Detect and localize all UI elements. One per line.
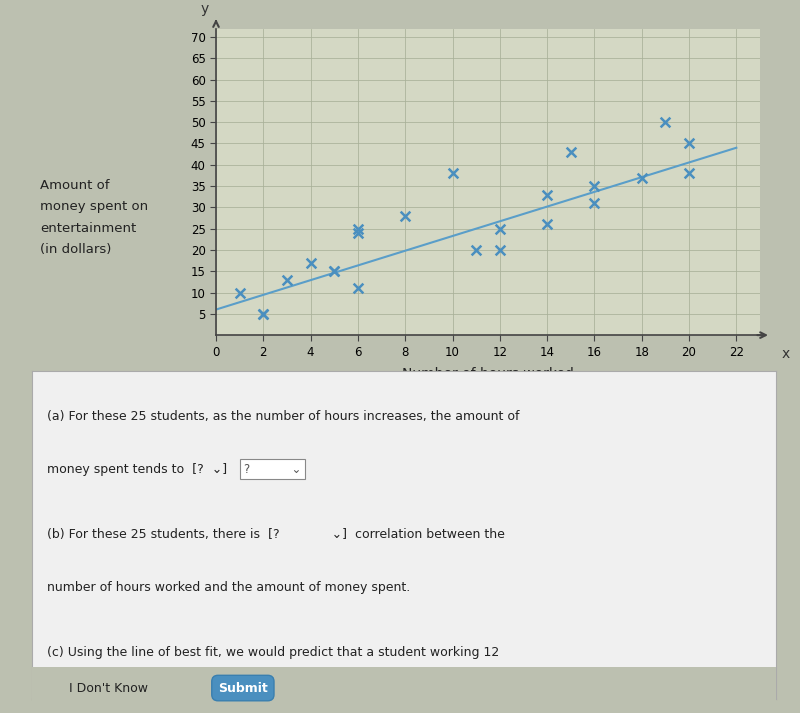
Point [257, 308, 270, 319]
Point [446, 168, 459, 179]
Text: y: y [201, 2, 210, 16]
Text: (c) Using the line of best fit, we would predict that a student working 12: (c) Using the line of best fit, we would… [47, 646, 499, 660]
Point [635, 172, 648, 183]
Point [564, 146, 577, 158]
Text: (b) For these 25 students, there is  [?             ⌄]  correlation between the: (b) For these 25 students, there is [? ⌄… [47, 528, 505, 541]
Point [399, 210, 412, 222]
Point [257, 308, 270, 319]
Point [351, 227, 364, 239]
Text: I Don't Know: I Don't Know [70, 682, 148, 694]
Point [494, 245, 506, 256]
Point [659, 116, 672, 128]
Text: (in dollars): (in dollars) [40, 243, 111, 256]
Text: number of hours worked and the amount of money spent.: number of hours worked and the amount of… [47, 580, 410, 594]
Point [351, 223, 364, 235]
Point [494, 223, 506, 235]
X-axis label: Number of hours worked: Number of hours worked [402, 367, 574, 381]
Text: (a) For these 25 students, as the number of hours increases, the amount of: (a) For these 25 students, as the number… [47, 410, 519, 423]
Point [588, 180, 601, 192]
Point [234, 287, 246, 298]
Point [304, 257, 317, 268]
Text: Amount of: Amount of [40, 179, 110, 192]
Point [541, 219, 554, 230]
Point [682, 168, 695, 179]
Point [328, 265, 341, 277]
Point [682, 138, 695, 149]
Point [328, 265, 341, 277]
Text: ?           ⌄: ? ⌄ [244, 463, 302, 476]
Point [588, 198, 601, 209]
Point [470, 245, 482, 256]
Text: entertainment: entertainment [40, 222, 136, 235]
Point [351, 282, 364, 294]
Text: x: x [782, 347, 790, 361]
Text: hours would spend approximately  [?  ⌄]  dollars.: hours would spend approximately [? ⌄] do… [47, 682, 356, 695]
Text: money spent tends to  [?  ⌄]: money spent tends to [? ⌄] [47, 463, 227, 476]
Point [541, 189, 554, 200]
Text: Submit: Submit [218, 682, 268, 694]
Text: money spent on: money spent on [40, 200, 148, 213]
Point [281, 274, 294, 285]
